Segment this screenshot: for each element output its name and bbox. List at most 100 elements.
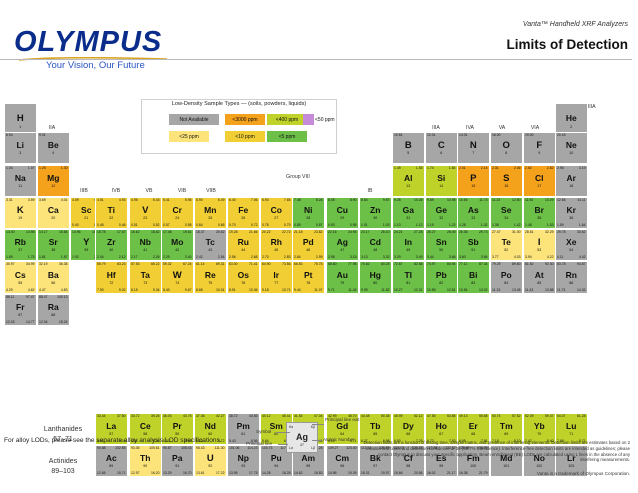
line-energy: 5.26 [152,438,160,443]
line-energy: 7.48 [294,198,301,202]
line-energy: 6.40 [229,198,236,202]
element-k: K 19 3.31 3.59 [4,197,37,229]
line-energy: 32.19 [39,262,48,266]
line-energy: 0.40 [72,222,79,227]
line-energy: 13.29 [163,470,172,475]
line-energy: 5.03 [163,438,170,443]
line-energy: 17.67 [117,230,126,234]
atomic-number: 51 [471,248,476,253]
line-energy: 3.94 [525,254,532,259]
line-energy: 103.73 [262,446,273,450]
element-ag: Ag 47 22.16 24.94 2.98 3.15 [326,229,359,261]
line-energy: 1.01 [361,222,368,227]
element-symbol: Ar [566,173,576,184]
line-energy: 8.05 [328,198,335,202]
line-energy: 10.81 [394,133,403,137]
element-bk: Bk 97 112.14 126.59 15.31 19.97 [359,445,392,477]
group-label: IIA [48,125,56,131]
element-symbol: Ir [273,269,280,280]
actinides-name: Actinides [48,458,78,465]
line-energy: 3.29 [394,254,401,259]
atomic-number: 22 [109,216,114,221]
atomic-number: 101 [503,464,510,469]
line-energy: 55.79 [97,262,106,266]
atomic-number: 21 [84,216,89,221]
element-po: Po 84 79.29 89.80 11.13 13.45 [490,261,523,294]
element-symbol: V [142,205,149,217]
line-energy: 13.29 [545,198,554,202]
line-energy: 3.13 [361,254,368,259]
key-number: 47 [300,443,304,447]
element-mo: Mo 42 17.48 19.61 2.29 2.40 [161,229,194,261]
atomic-number: 96 [340,464,345,469]
atomic-number: 82 [439,280,444,285]
element-symbol: Cd [369,237,381,248]
element-cr: Cr 24 5.41 5.95 0.57 0.58 [161,197,194,229]
line-energy: 5.90 [196,198,203,202]
line-energy: 3.32 [382,254,390,259]
line-energy: 87.34 [479,262,488,266]
atomic-number: 58 [143,432,148,437]
element-symbol: As [467,205,479,216]
line-energy: 40.12 [262,414,271,418]
line-energy: 22.16 [328,230,337,234]
line-energy: 102.85 [115,446,126,450]
atomic-number: 38 [51,248,56,253]
line-energy: 14.77 [26,319,35,324]
atomic-number: 79 [340,280,345,285]
line-energy: 8.71 [578,438,586,443]
element-symbol: Cm [335,453,350,464]
element-fe: Fe 26 6.40 7.06 0.70 0.72 [227,197,260,229]
atomic-number: 34 [504,216,509,221]
group-label: IIIB [80,188,88,194]
line-energy: 3.69 [39,198,46,202]
atomic-number: 41 [143,248,148,253]
line-energy: 1.38 [492,222,499,227]
line-energy: 57.52 [512,414,521,418]
line-energy: 1.84 [448,166,456,170]
atomic-number: 6 [440,151,443,156]
atomic-number: 9 [538,151,541,156]
line-energy: 72.87 [394,262,403,266]
line-energy: 30.97 [6,262,15,266]
line-energy: 2.04 [97,254,104,259]
element-symbol: Be [47,140,59,151]
element-symbol: Ca [47,205,59,216]
atomic-number: 42 [175,248,180,253]
element-symbol: S [503,173,510,185]
line-energy: 1.42 [513,222,521,227]
element-zr: Zr 40 15.78 17.67 2.04 2.12 [95,229,128,261]
line-energy: 16.62 [131,230,140,234]
line-energy: 19.39 [348,470,357,475]
atomic-number: 46 [306,248,311,253]
line-energy: 41.54 [294,414,303,418]
line-energy: 3.19 [578,166,586,170]
group-label: VIA [530,125,540,131]
line-energy: 9.44 [294,287,301,292]
actinides-label: Actinides 89–103 [38,457,88,477]
line-energy: 16.70 [183,470,192,475]
line-energy: 0.78 [262,222,269,227]
element-symbol: P [470,173,477,185]
line-energy: 15.31 [361,470,370,475]
atomic-number: 5 [407,151,410,156]
element-s: S 16 2.31 2.46 [490,165,523,197]
line-energy: 6.93 [262,198,269,202]
line-energy: 94.87 [577,262,586,266]
line-energy: 66.83 [294,262,303,266]
atomic-number: 37 [18,248,23,253]
line-energy: 5.04 [118,438,126,443]
key-label-atomic: Atomic Number [323,437,355,442]
element-symbol: Pa [172,453,183,464]
element-pr: Pr 59 36.03 40.75 5.03 5.49 [161,413,194,445]
line-energy: 95.87 [163,446,172,450]
element-symbol: Ge [435,205,447,216]
line-energy: 10.98 [447,198,456,202]
line-energy: 34.99 [26,262,35,266]
line-energy: 33.44 [97,414,106,418]
line-energy: 114.23 [247,446,258,450]
line-energy: 11.73 [557,287,566,292]
line-energy: 2.26 [152,254,160,259]
atomic-number: 10 [569,151,574,156]
element-symbol: In [404,237,413,248]
